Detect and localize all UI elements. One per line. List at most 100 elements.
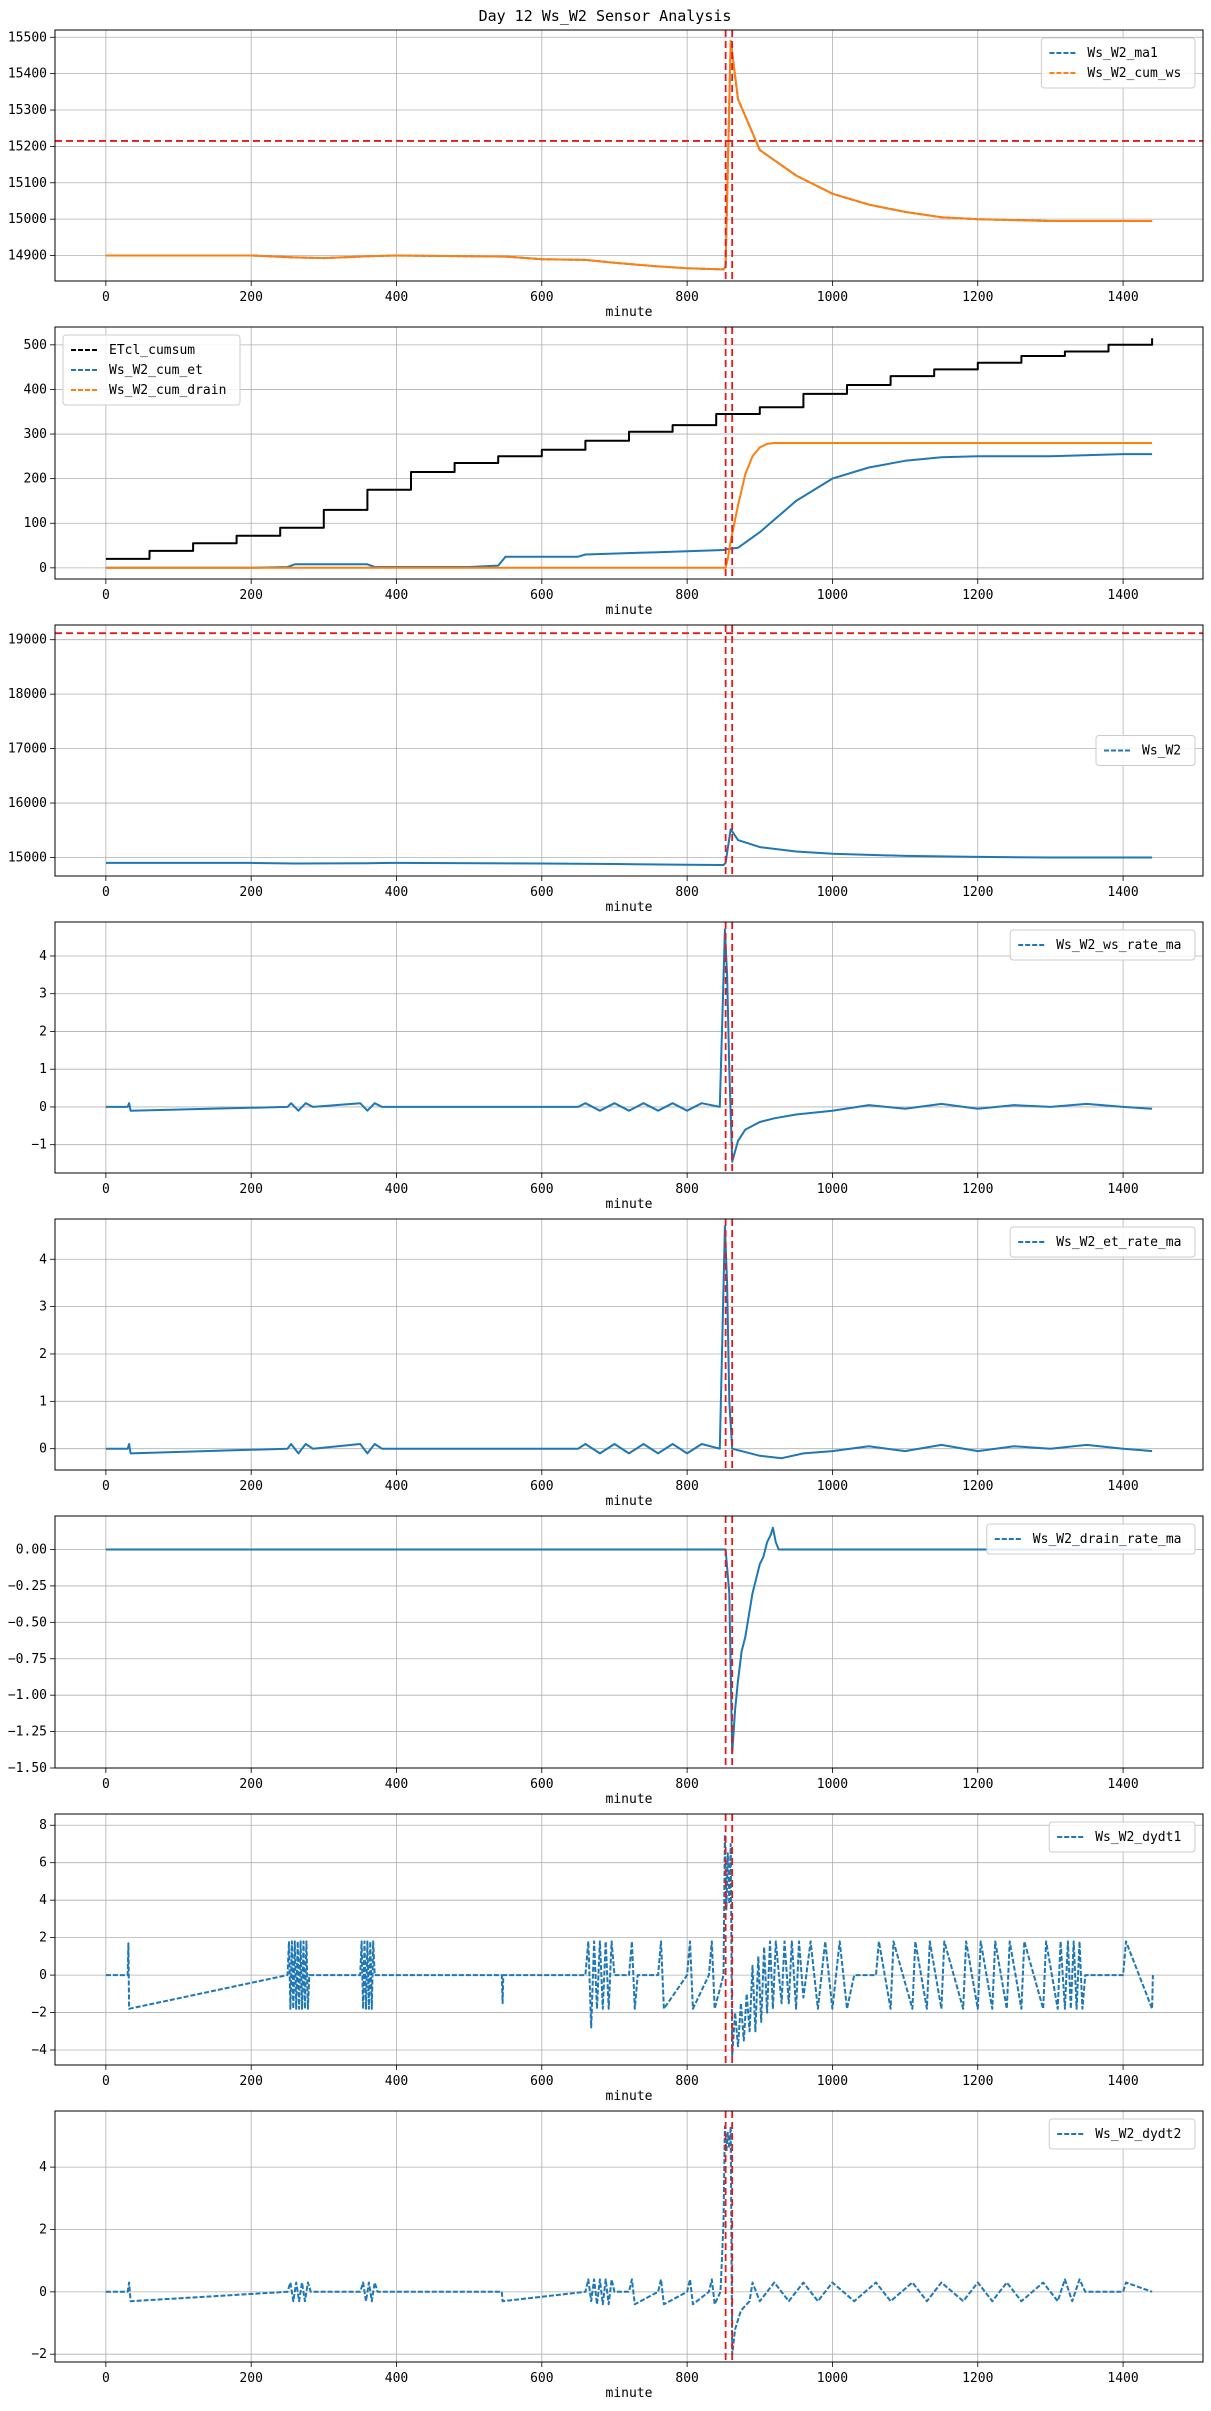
x-tick-label: 1200 [962,588,993,603]
x-tick-label: 1000 [817,1479,848,1494]
x-tick-label: 1400 [1107,2074,1138,2089]
y-tick-label: 6 [39,1856,47,1871]
legend-box [1095,735,1196,766]
y-tick-label: 0 [39,1100,47,1115]
x-tick-label: 200 [239,1182,262,1197]
series-line-Ws_W2_et_rate_ma [105,1225,1153,1460]
x-tick-label: 1400 [1107,885,1138,900]
x-axis-label: minute [606,2089,653,2104]
x-tick-label: 200 [239,885,262,900]
x-tick-label: 0 [102,588,110,603]
series-line-Ws_W2_cum_drain [105,442,1153,569]
x-tick-label: 800 [675,2074,698,2089]
y-tick-label: 4 [39,1252,47,1267]
y-tick-label: 200 [24,472,47,487]
legend-box [1040,37,1196,89]
axes-frame [54,921,1204,1174]
x-tick-label: 1200 [962,290,993,305]
y-tick-label: 15400 [8,67,47,82]
x-axis-label: minute [606,305,653,320]
x-tick-label: 1000 [817,1777,848,1792]
x-tick-label: 1000 [817,588,848,603]
y-tick-label: 2 [39,2222,47,2237]
y-tick-label: −1.50 [8,1761,47,1776]
axes-frame [54,1218,1204,1471]
y-tick-label: 15500 [8,30,47,45]
x-tick-label: 800 [675,2371,698,2386]
axes-frame [54,1515,1204,1769]
y-tick-label: 16000 [8,796,47,811]
y-tick-label: 15100 [8,176,47,191]
x-tick-label: 800 [675,290,698,305]
legend: Ws_W2_et_rate_ma [1009,1226,1196,1258]
x-axis-label: minute [606,603,653,618]
chart-panel-2: 0 200 400 600 800 1000 1200 1400 0 100 200 300 400 50… [24,326,1204,618]
legend: Ws_W2_ma1 Ws_W2_cum_ws [1040,37,1196,89]
y-tick-label: 19000 [8,633,47,648]
series-line-Ws_W2 [105,828,1153,866]
legend-label: Ws_W2_cum_drain [109,383,226,398]
y-tick-label: 14900 [8,249,47,264]
legend-label: Ws_W2_dydt2 [1095,2127,1181,2142]
x-tick-label: 0 [102,885,110,900]
y-tick-label: 0 [39,561,47,576]
x-tick-label: 200 [239,2074,262,2089]
x-tick-label: 1200 [962,1182,993,1197]
y-tick-label: 0 [39,1442,47,1457]
legend-label: Ws_W2_drain_rate_ma [1033,1532,1182,1547]
legend: Ws_W2_dydt2 [1048,2118,1196,2150]
x-tick-label: 600 [530,885,553,900]
x-tick-label: 1200 [962,885,993,900]
x-axis-label: minute [606,1197,653,1212]
x-tick-label: 1000 [817,2074,848,2089]
x-tick-label: 0 [102,1182,110,1197]
x-tick-label: 1000 [817,290,848,305]
y-tick-label: 300 [24,427,47,442]
x-tick-label: 1200 [962,1479,993,1494]
y-tick-label: 1 [39,1394,47,1409]
figure-title: Day 12 Ws_W2 Sensor Analysis [479,7,732,25]
x-tick-label: 0 [102,2371,110,2386]
x-tick-label: 800 [675,1479,698,1494]
y-tick-label: −2 [31,2006,47,2021]
chart-panel-3: 0 200 400 600 800 1000 1200 1400 15000 16000 17000… [8,624,1204,915]
x-axis-label: minute [606,1792,653,1807]
x-tick-label: 400 [385,588,408,603]
x-tick-label: 1400 [1107,588,1138,603]
x-axis-label: minute [606,900,653,915]
legend-box [1009,1226,1196,1258]
x-tick-label: 1400 [1107,1182,1138,1197]
y-tick-label: 2 [39,1024,47,1039]
x-tick-label: 0 [102,2074,110,2089]
legend-box [1048,2118,1196,2150]
y-tick-label: 8 [39,1818,47,1833]
legend-label: Ws_W2_et_rate_ma [1056,1235,1181,1250]
y-tick-label: −2 [31,2347,47,2362]
x-tick-label: 600 [530,2074,553,2089]
y-tick-label: −0.75 [8,1652,47,1667]
legend-label: Ws_W2_cum_et [109,363,203,378]
x-tick-label: 400 [385,1777,408,1792]
chart-panel-4: 0 200 400 600 800 1000 1200 1400 −1 0 1 2 3 4 minute Ws… [31,921,1204,1212]
y-tick-label: 0 [39,2285,47,2300]
x-tick-label: 600 [530,1182,553,1197]
x-tick-label: 200 [239,1479,262,1494]
y-tick-label: 100 [24,516,47,531]
x-axis-label: minute [606,2386,653,2401]
x-tick-label: 800 [675,588,698,603]
y-tick-label: −0.50 [8,1615,47,1630]
y-tick-label: 500 [24,338,47,353]
x-tick-label: 200 [239,1777,262,1792]
y-tick-label: −1.25 [8,1725,47,1740]
y-tick-label: 4 [39,2160,47,2175]
axes-frame [54,29,1204,282]
x-tick-label: 1000 [817,1182,848,1197]
y-tick-label: 0 [39,1968,47,1983]
y-tick-label: 18000 [8,687,47,702]
chart-panel-5: 0 200 400 600 800 1000 1200 1400 0 1 2 3 4 minute Ws_W… [39,1218,1204,1509]
y-tick-label: −0.25 [8,1579,47,1594]
series-line-Ws_W2_ws_rate_ma [105,928,1153,1163]
x-tick-label: 600 [530,1479,553,1494]
